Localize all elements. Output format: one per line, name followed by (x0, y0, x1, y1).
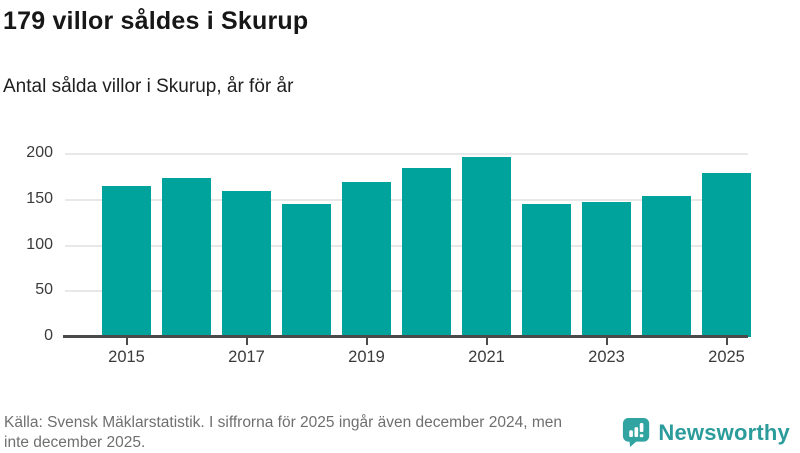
bar-2016 (162, 177, 211, 337)
x-axis-label-2021: 2021 (468, 348, 505, 366)
bar-2021 (462, 156, 511, 337)
bar-2020 (402, 167, 451, 337)
bar-2019 (342, 182, 391, 337)
bar-chart: 0 50 100 150 200 2015 2017 2019 2021 2023 2025 (26, 144, 751, 366)
source-note: Källa: Svensk Mäklarstatistik. I siffror… (4, 413, 654, 453)
source-note-line2: inte december 2025. (4, 434, 146, 451)
bar-2023 (582, 202, 631, 337)
brand-name: Newsworthy (658, 419, 790, 445)
bar-2017 (222, 190, 271, 337)
y-axis-label-150: 150 (26, 189, 53, 207)
x-axis-line (63, 335, 748, 338)
page-title: 179 villor såldes i Skurup (3, 7, 309, 35)
x-tick-2021 (485, 338, 488, 345)
x-tick-2025 (725, 338, 728, 345)
y-axis-label-200: 200 (26, 144, 53, 161)
x-axis-label-2015: 2015 (108, 348, 145, 366)
bar-2015 (102, 186, 151, 337)
bar-chart-speech-bubble-icon (622, 417, 651, 448)
x-tick-2023 (605, 338, 608, 345)
bar-2024 (642, 196, 691, 337)
gridline-200 (65, 153, 748, 155)
x-axis-label-2017: 2017 (228, 348, 265, 366)
newsworthy-logo: Newsworthy (622, 417, 790, 448)
x-tick-2019 (365, 338, 368, 345)
x-axis-label-2019: 2019 (348, 348, 385, 366)
source-note-line1: Källa: Svensk Mäklarstatistik. I siffror… (4, 414, 562, 431)
bar-2025 (702, 173, 751, 337)
chart-subtitle: Antal sålda villor i Skurup, år för år (3, 76, 294, 97)
bar-2018 (282, 204, 331, 337)
y-axis-label-0: 0 (44, 327, 53, 344)
x-tick-2017 (245, 338, 248, 345)
y-axis-label-100: 100 (26, 235, 53, 253)
x-axis-label-2025: 2025 (708, 348, 745, 366)
bar-2022 (522, 204, 571, 337)
x-axis-label-2023: 2023 (588, 348, 625, 366)
x-tick-2015 (125, 338, 128, 345)
y-axis-label-50: 50 (35, 281, 53, 299)
